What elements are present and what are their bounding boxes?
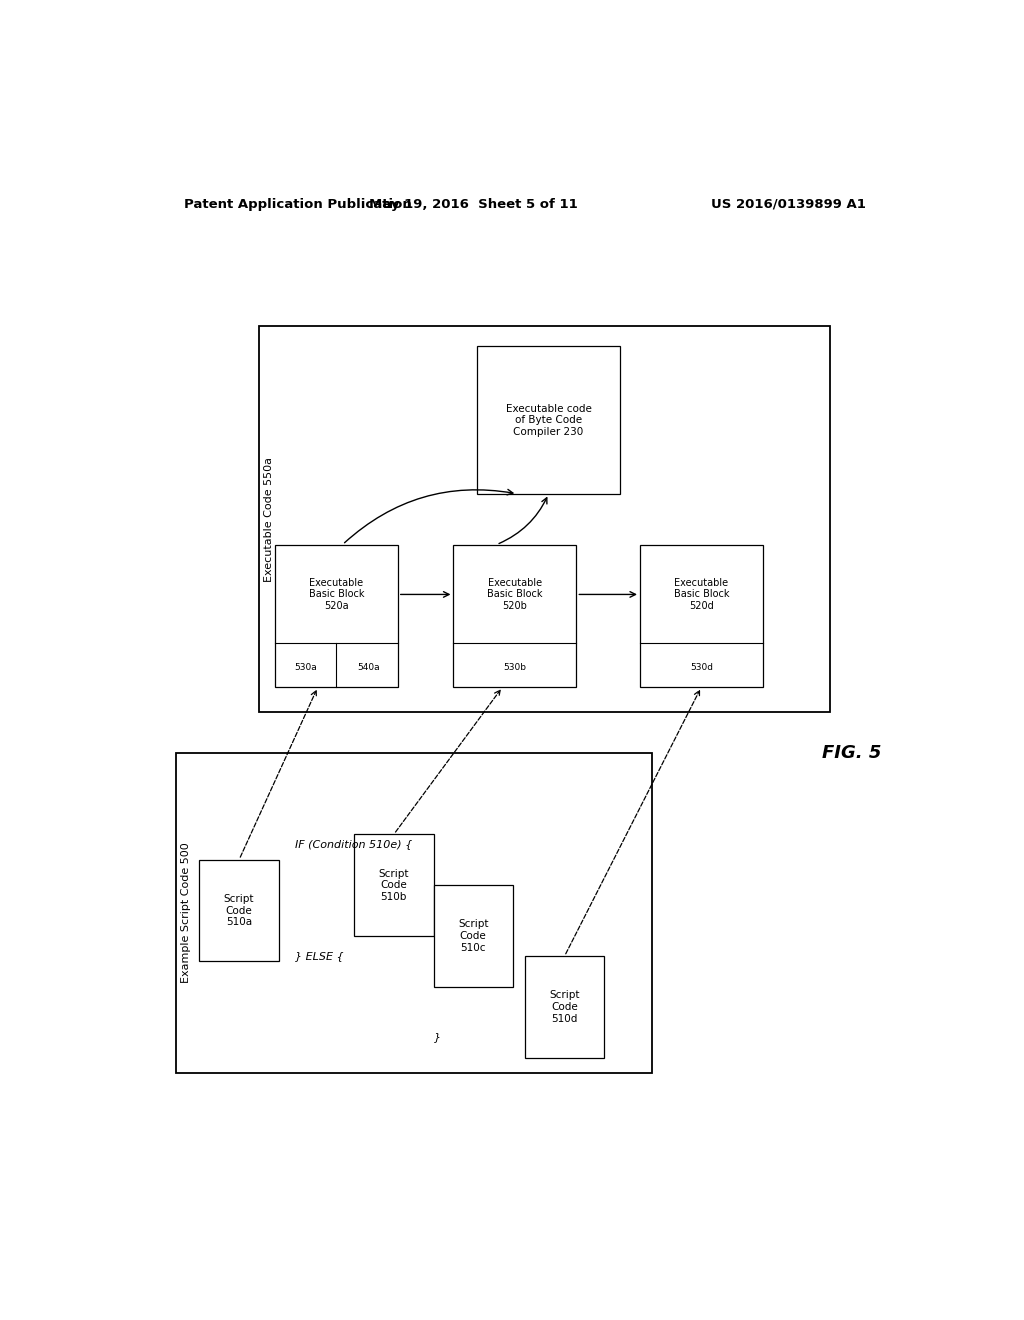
Text: Patent Application Publication: Patent Application Publication [183,198,412,211]
FancyBboxPatch shape [274,545,397,686]
Text: Executable Code 550a: Executable Code 550a [264,457,274,582]
Text: Example Script Code 500: Example Script Code 500 [181,842,190,983]
FancyBboxPatch shape [354,834,433,936]
Text: 530d: 530d [690,663,713,672]
FancyBboxPatch shape [454,545,577,686]
Text: Script
Code
510b: Script Code 510b [379,869,410,902]
Text: Executable
Basic Block
520d: Executable Basic Block 520d [674,578,729,611]
Text: Executable
Basic Block
520a: Executable Basic Block 520a [308,578,365,611]
FancyBboxPatch shape [176,752,651,1073]
Text: FIG. 5: FIG. 5 [822,744,882,762]
Text: 530a: 530a [294,663,317,672]
Text: }: } [433,1032,440,1043]
FancyBboxPatch shape [524,956,604,1057]
Text: 530b: 530b [504,663,526,672]
Text: May 19, 2016  Sheet 5 of 11: May 19, 2016 Sheet 5 of 11 [369,198,578,211]
Text: Executable
Basic Block
520b: Executable Basic Block 520b [487,578,543,611]
Text: IF (Condition 510e) {: IF (Condition 510e) { [295,840,412,850]
FancyBboxPatch shape [433,886,513,987]
Text: } ELSE {: } ELSE { [295,952,343,961]
Text: US 2016/0139899 A1: US 2016/0139899 A1 [712,198,866,211]
FancyBboxPatch shape [259,326,830,713]
Text: Script
Code
510c: Script Code 510c [458,919,488,953]
Text: Script
Code
510d: Script Code 510d [549,990,580,1024]
FancyBboxPatch shape [640,545,763,686]
FancyBboxPatch shape [477,346,620,494]
Text: 540a: 540a [357,663,380,672]
Text: Executable code
of Byte Code
Compiler 230: Executable code of Byte Code Compiler 23… [506,404,592,437]
Text: Script
Code
510a: Script Code 510a [224,894,254,927]
FancyBboxPatch shape [200,859,279,961]
